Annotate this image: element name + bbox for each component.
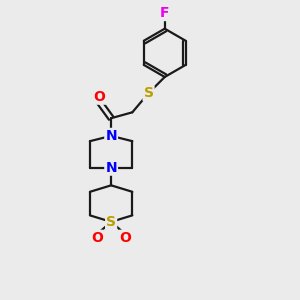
- Text: O: O: [93, 90, 105, 104]
- Text: O: O: [91, 231, 103, 245]
- Text: O: O: [119, 231, 131, 245]
- Text: S: S: [143, 86, 154, 100]
- Text: S: S: [106, 215, 116, 229]
- Text: N: N: [105, 129, 117, 143]
- Text: F: F: [160, 6, 169, 20]
- Text: N: N: [105, 161, 117, 175]
